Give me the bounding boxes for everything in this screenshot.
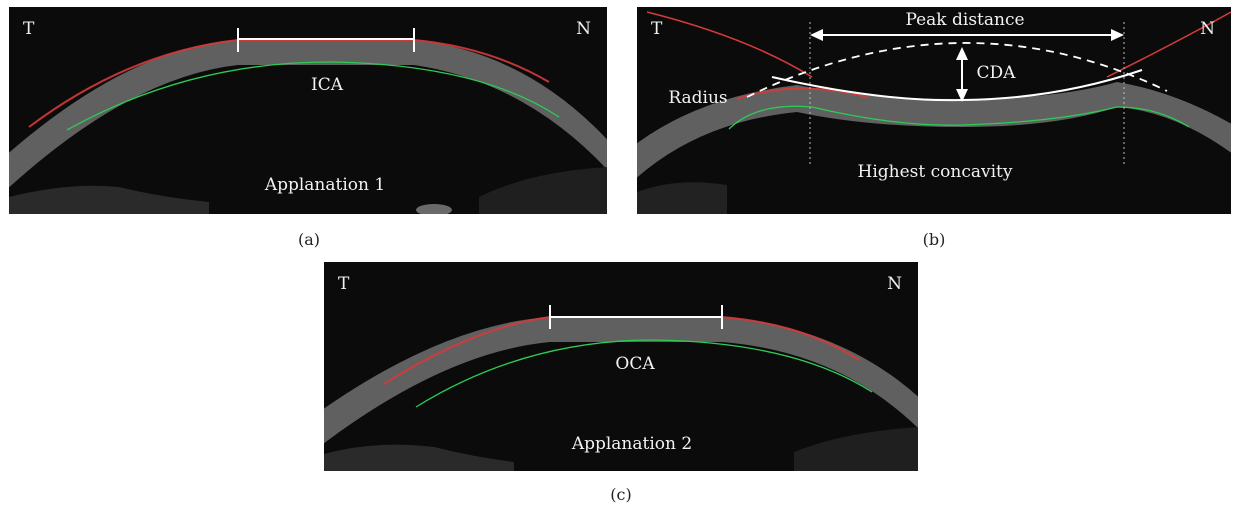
posterior-edge [66,61,560,131]
radius-circle-left [646,11,813,78]
cda-label: CDA [976,63,1016,83]
lens-reflection [9,185,209,214]
caption-c: (c) [610,485,632,504]
lens-reflection [637,182,727,214]
cornea-scan-a [9,28,607,214]
panel-b-image: T N Peak distance Radius CDA Highest con… [637,7,1231,214]
temporal-marker: T [338,274,350,294]
radius-label: Radius [668,88,728,108]
nasal-marker: N [887,274,902,294]
temporal-marker: T [651,19,663,39]
nasal-marker: N [576,19,591,39]
peak-arrowhead-left [810,29,823,41]
nasal-marker: N [1200,19,1215,39]
posterior-edge [415,339,873,408]
cornea-scan-c [324,305,918,471]
peak-arrowhead-right [1111,29,1124,41]
anterior-edge [28,39,550,128]
lens-reflection [324,444,514,471]
peak-distance-label: Peak distance [905,10,1025,30]
cornea-band [9,40,607,188]
phase-label-applanation-2: Applanation 2 [571,434,693,454]
oca-label: OCA [615,354,655,374]
ica-label: ICA [311,75,343,95]
cda-arrowhead-top [956,47,968,60]
cornea-scan-b [637,11,1231,214]
cornea-band [324,317,918,444]
lens-reflection-right [479,167,607,214]
undeformed-profile-dashed [746,42,1168,98]
caption-b: (b) [922,230,946,249]
phase-label-applanation-1: Applanation 1 [264,175,386,195]
panel-c-image: T N OCA Applanation 2 [324,262,918,471]
posterior-edge [728,105,1190,130]
temporal-marker: T [23,19,35,39]
radius-circle-right [1106,11,1231,78]
panel-a-image: T N ICA Applanation 1 [9,7,607,214]
caption-a: (a) [297,230,321,249]
lens-reflection-right [794,427,918,471]
phase-label-highest-concavity: Highest concavity [857,162,1013,182]
cda-arrowhead-bottom [956,89,968,102]
iris-glint [416,204,452,214]
